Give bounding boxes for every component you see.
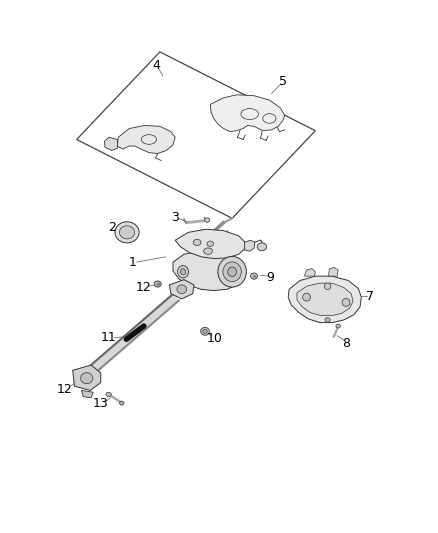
Polygon shape — [175, 229, 245, 259]
Polygon shape — [73, 365, 101, 391]
Ellipse shape — [154, 281, 161, 287]
Ellipse shape — [81, 373, 93, 384]
Ellipse shape — [223, 262, 241, 281]
Text: 12: 12 — [136, 281, 152, 294]
Ellipse shape — [177, 285, 187, 294]
Text: 9: 9 — [267, 271, 275, 284]
Ellipse shape — [324, 283, 331, 289]
Polygon shape — [297, 283, 353, 316]
Polygon shape — [288, 276, 361, 322]
Ellipse shape — [178, 265, 188, 278]
Ellipse shape — [180, 269, 186, 275]
Ellipse shape — [325, 318, 330, 322]
Text: 1: 1 — [128, 256, 136, 270]
Ellipse shape — [257, 243, 267, 251]
Text: 5: 5 — [279, 75, 286, 88]
Polygon shape — [173, 251, 244, 290]
Polygon shape — [104, 138, 117, 150]
Ellipse shape — [193, 239, 201, 246]
Text: 7: 7 — [366, 290, 374, 303]
Polygon shape — [210, 95, 285, 132]
Ellipse shape — [106, 392, 111, 397]
Polygon shape — [81, 391, 93, 398]
Polygon shape — [304, 269, 315, 276]
Ellipse shape — [201, 327, 209, 335]
Text: 2: 2 — [108, 221, 116, 233]
Ellipse shape — [204, 248, 212, 254]
Ellipse shape — [120, 401, 124, 405]
Ellipse shape — [251, 273, 258, 279]
Polygon shape — [244, 240, 255, 251]
Ellipse shape — [228, 267, 237, 277]
Ellipse shape — [115, 222, 139, 243]
Ellipse shape — [342, 298, 350, 306]
Text: 10: 10 — [207, 332, 223, 345]
Text: 12: 12 — [57, 383, 73, 395]
Polygon shape — [170, 280, 194, 299]
Text: 11: 11 — [101, 331, 117, 344]
Ellipse shape — [205, 218, 210, 222]
Text: 8: 8 — [342, 337, 350, 350]
Ellipse shape — [303, 293, 311, 301]
Polygon shape — [117, 125, 175, 154]
Polygon shape — [91, 294, 179, 372]
Text: 13: 13 — [93, 397, 109, 410]
Ellipse shape — [336, 324, 340, 328]
Ellipse shape — [218, 256, 246, 287]
Text: 4: 4 — [153, 59, 161, 72]
Text: 3: 3 — [171, 211, 179, 224]
Polygon shape — [328, 268, 338, 276]
Ellipse shape — [203, 329, 207, 333]
Ellipse shape — [207, 241, 213, 246]
Ellipse shape — [119, 226, 135, 239]
